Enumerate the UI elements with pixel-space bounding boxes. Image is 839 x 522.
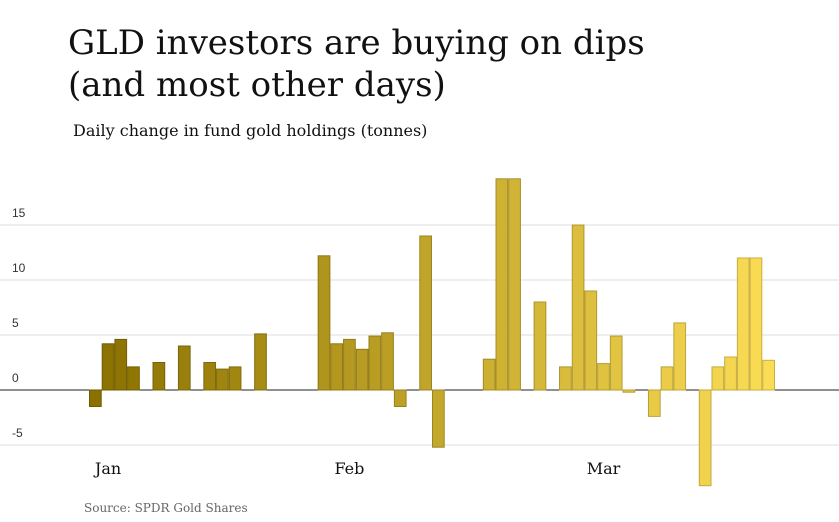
- bar: [495, 178, 509, 391]
- y-tick-label: 0: [12, 371, 19, 385]
- bar: [559, 366, 572, 391]
- bar: [533, 301, 547, 391]
- bar: [647, 389, 661, 417]
- bar: [114, 338, 128, 391]
- bar: [419, 235, 432, 391]
- chart-title: (and most other days): [68, 65, 446, 105]
- bar: [228, 366, 242, 391]
- bar: [673, 322, 687, 391]
- bar: [368, 335, 382, 391]
- bar: [660, 366, 674, 391]
- x-tick-label: Feb: [334, 459, 364, 478]
- bar: [762, 359, 776, 391]
- source: Source: SPDR Gold Shares: [84, 501, 248, 515]
- bar: [609, 335, 623, 391]
- y-tick-label: 5: [12, 316, 19, 330]
- bar: [203, 362, 217, 391]
- bar: [254, 333, 267, 391]
- bar: [152, 362, 166, 391]
- bar: [584, 290, 598, 391]
- bar: [393, 389, 407, 407]
- bar: [749, 257, 763, 391]
- bar: [127, 366, 140, 391]
- bar: [101, 343, 115, 391]
- bar: [216, 368, 229, 391]
- y-tick-label: 15: [12, 206, 26, 220]
- bar: [597, 363, 610, 391]
- bar: [381, 332, 394, 391]
- y-tick-label: 10: [12, 261, 26, 275]
- chart-subtitle: Daily change in fund gold holdings (tonn…: [73, 121, 427, 140]
- bar: [355, 348, 369, 391]
- bar: [622, 389, 636, 393]
- bar: [508, 178, 521, 391]
- x-tick-label: Jan: [93, 459, 121, 478]
- bar: [711, 366, 725, 391]
- bar: [330, 343, 344, 391]
- y-tick-label: -5: [12, 426, 23, 440]
- chart-title: GLD investors are buying on dips: [68, 23, 645, 63]
- bar: [736, 257, 750, 391]
- bar: [343, 338, 356, 391]
- x-tick-label: Mar: [587, 459, 621, 478]
- bar: [698, 389, 712, 487]
- bar: [571, 224, 585, 391]
- bar: [317, 255, 331, 391]
- bar: [724, 356, 737, 391]
- bar: [432, 389, 445, 448]
- bar: [482, 358, 496, 391]
- bar: [177, 345, 191, 391]
- bar: [89, 389, 102, 407]
